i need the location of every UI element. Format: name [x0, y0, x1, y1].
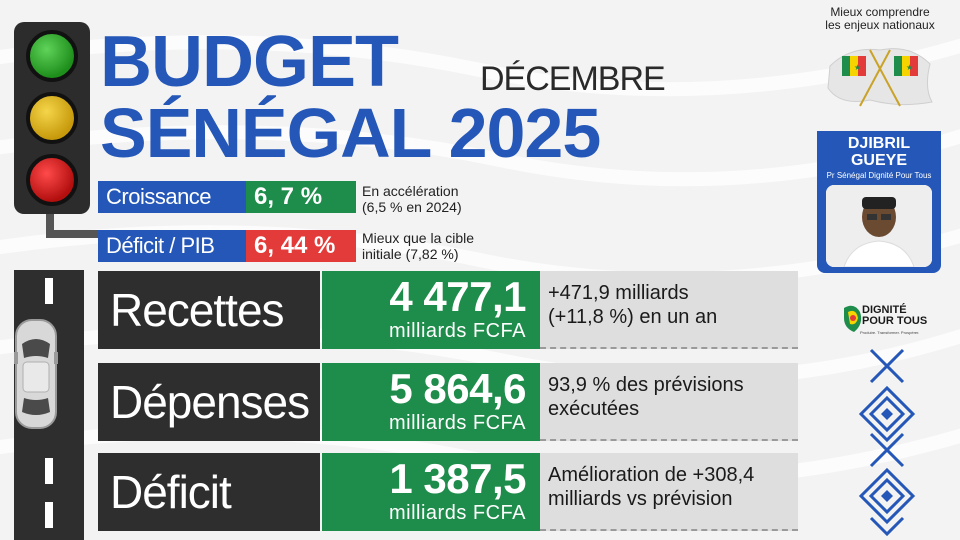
road-dash	[45, 278, 53, 304]
indicator-label-deficit-pib: Déficit / PIB	[98, 230, 246, 262]
svg-text:★: ★	[906, 63, 913, 72]
senegal-map-icon: ★ ★	[827, 48, 933, 107]
indicator-value-croissance: 6, 7 %	[246, 181, 356, 213]
page-title-line1: BUDGET	[100, 22, 399, 102]
logo-subtitle: Produire. Transformer. Prospérer.	[860, 330, 920, 335]
svg-text:★: ★	[854, 63, 861, 72]
car-icon	[14, 319, 58, 429]
page-title-line2: SÉNÉGAL 2025	[100, 94, 601, 172]
tagline: Mieux comprendre les enjeux nationaux	[825, 5, 935, 32]
metric-unit: milliards FCFA	[388, 320, 526, 342]
indicator-value-deficit-pib: 6, 44 %	[246, 230, 356, 262]
metric-label-deficit: Déficit	[98, 453, 320, 531]
traffic-light-arm	[46, 230, 100, 238]
metric-value-recettes: 4 477,1 milliards FCFA	[322, 271, 540, 349]
metric-number: 1 387,5	[389, 455, 526, 502]
metric-note-deficit: Amélioration de +308,4 milliards vs prév…	[540, 453, 798, 531]
logo-text: DIGNITÉ POUR TOUS	[862, 304, 928, 327]
candidate-card: DJIBRIL GUEYE Pr Sénégal Dignité Pour To…	[817, 131, 941, 273]
metric-value-deficit: 1 387,5 milliards FCFA	[322, 453, 540, 531]
candidate-name: DJIBRIL GUEYE	[847, 135, 911, 169]
metric-label-recettes: Recettes	[98, 271, 320, 349]
candidate-role: Pr Sénégal Dignité Pour Tous	[826, 171, 932, 180]
traffic-light-pole	[46, 214, 54, 236]
metric-value-depenses: 5 864,6 milliards FCFA	[322, 363, 540, 441]
metric-number: 5 864,6	[389, 365, 526, 412]
metric-unit: milliards FCFA	[388, 502, 526, 524]
traffic-light-icon	[14, 22, 90, 214]
metric-label-depenses: Dépenses	[98, 363, 320, 441]
indicator-note-croissance: En accélération (6,5 % en 2024)	[362, 183, 462, 215]
page-subtitle-month: DÉCEMBRE	[480, 60, 666, 98]
dignite-logo-icon	[844, 305, 862, 332]
metric-unit: milliards FCFA	[388, 412, 526, 434]
indicator-label-croissance: Croissance	[98, 181, 246, 213]
diamond-pattern-icon	[858, 348, 916, 537]
avatar-photo	[826, 185, 932, 267]
metric-note-recettes: +471,9 milliards (+11,8 %) en un an	[540, 271, 798, 349]
indicator-note-deficit-pib: Mieux que la cible initiale (7,82 %)	[362, 230, 475, 262]
metric-note-depenses: 93,9 % des prévisions exécutées	[540, 363, 798, 441]
crossed-flags-icon: ★ ★	[842, 49, 918, 107]
yellow-light	[26, 92, 78, 144]
red-light	[26, 154, 78, 206]
road-dash	[45, 502, 53, 528]
green-light	[26, 30, 78, 82]
metric-number: 4 477,1	[389, 273, 526, 320]
road-dash	[45, 458, 53, 484]
